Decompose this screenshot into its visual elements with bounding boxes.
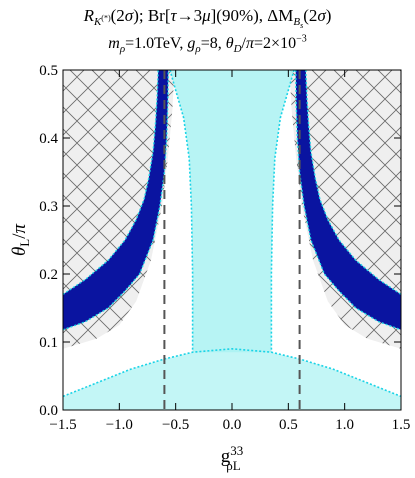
- chart-title-line2: mρ=1.0TeV, gρ=8, θD/π=2×10−3: [0, 30, 415, 60]
- rk-band-right-outline: [295, 70, 401, 331]
- bs-mixing-allowed-region-bottom: [63, 348, 401, 410]
- y-tick-label: 0.2: [39, 267, 58, 283]
- rk-2sigma-band-right: [295, 70, 401, 330]
- x-tick-label: 0.0: [223, 417, 242, 433]
- y-tick-label: 0.0: [39, 403, 58, 419]
- x-axis-ticks: −1.5 −1.0 −0.5 0.0 0.5 1.0 1.5: [49, 70, 410, 433]
- y-tick-label: 0.4: [39, 131, 58, 147]
- x-tick-label: −1.5: [49, 417, 76, 433]
- title-rk: RK(*)(2σ); Br[τ→3μ](90%), ΔMBs(2σ): [83, 6, 332, 31]
- x-tick-label: 0.5: [279, 417, 298, 433]
- bs-mixing-boundary-inner-right: [270, 70, 295, 353]
- plot-area: [63, 70, 401, 410]
- y-axis-label: θL/π: [9, 223, 32, 256]
- rk-band-left-outline: [63, 70, 169, 331]
- chart-title-line1: RK(*)(2σ); Br[τ→3μ](90%), ΔMBs(2σ): [0, 6, 415, 37]
- bs-mixing-boundary-inner-left: [169, 70, 194, 353]
- x-axis-label: g33 ρL: [221, 443, 244, 473]
- rk-2sigma-band-left: [63, 70, 169, 330]
- y-tick-label: 0.1: [39, 335, 58, 351]
- y-axis-ticks: 0.0 0.1 0.2 0.3 0.4 0.5: [39, 63, 401, 419]
- x-tick-label: 1.0: [335, 417, 354, 433]
- x-tick-label: −0.5: [162, 417, 189, 433]
- x-tick-label: 1.5: [392, 417, 411, 433]
- bs-mixing-allowed-region-center: [170, 70, 294, 353]
- bs-mixing-boundary-bottom: [63, 347, 401, 398]
- y-tick-label: 0.3: [39, 199, 58, 215]
- x-tick-label: −1.0: [106, 417, 133, 433]
- title-params: mρ=1.0TeV, gρ=8, θD/π=2×10−3: [108, 34, 307, 56]
- y-tick-label: 0.5: [39, 63, 58, 79]
